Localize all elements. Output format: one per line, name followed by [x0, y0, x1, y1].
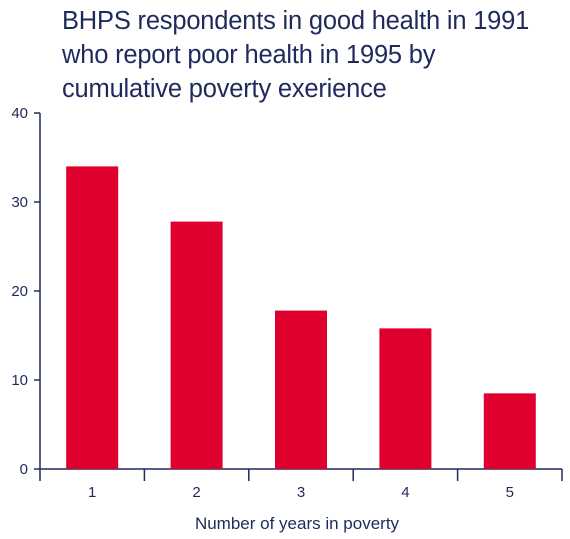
bar-5 — [483, 393, 536, 469]
x-tick-label: 5 — [506, 484, 514, 501]
y-tick-label: 10 — [11, 372, 28, 389]
bar-1 — [66, 166, 119, 469]
y-tick-label: 40 — [11, 105, 28, 122]
bar-3 — [275, 310, 327, 469]
x-axis-title: Number of years in poverty — [195, 514, 400, 533]
x-tick-label: 1 — [88, 484, 96, 501]
x-tick-label: 3 — [297, 484, 305, 501]
y-tick-label: 30 — [11, 194, 28, 211]
x-axis: 1 2 3 4 5 — [39, 468, 563, 501]
y-tick-label: 0 — [20, 461, 28, 478]
bar-2 — [170, 221, 223, 469]
x-tick-label: 4 — [401, 484, 409, 501]
x-tick-label: 2 — [192, 484, 200, 501]
bars-group — [66, 166, 536, 469]
chart-title: BHPS respondents in good health in 1991 … — [62, 7, 530, 103]
bar-4 — [379, 328, 432, 469]
y-axis: 0 10 20 30 40 — [11, 105, 41, 478]
y-tick-label: 20 — [11, 283, 28, 300]
